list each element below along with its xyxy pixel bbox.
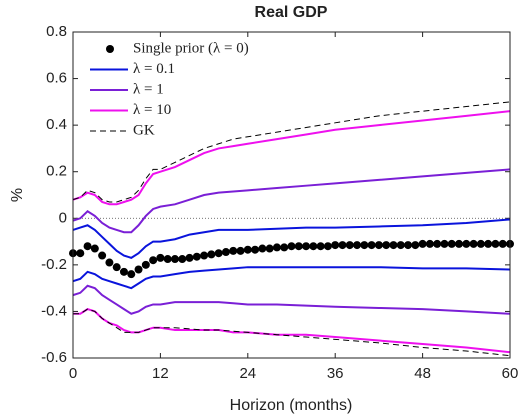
dot: [316, 242, 325, 251]
dot: [134, 265, 143, 274]
dot: [207, 250, 216, 259]
x-tick-label: 24: [239, 365, 256, 382]
band-line: [72, 168, 511, 234]
dot: [149, 256, 158, 265]
dot: [98, 251, 107, 260]
dot: [294, 242, 303, 251]
dot: [141, 260, 150, 269]
dot: [127, 270, 136, 279]
dot: [404, 241, 413, 250]
dot: [353, 241, 362, 250]
dot: [156, 253, 165, 262]
dot: [105, 258, 114, 267]
y-tick-label: 0.8: [46, 23, 67, 40]
dot: [302, 242, 311, 251]
dot: [382, 241, 391, 250]
legend-label: Single prior (λ = 0): [133, 40, 249, 56]
dot: [200, 251, 209, 260]
dot: [462, 239, 471, 248]
dot: [389, 241, 398, 250]
dot: [163, 255, 172, 264]
dot: [455, 239, 464, 248]
dot: [265, 244, 274, 253]
x-tick-label: 48: [414, 365, 431, 382]
x-axis-label: Horizon (months): [230, 397, 353, 414]
dot: [236, 246, 245, 255]
dot: [433, 239, 442, 248]
chart-title: Real GDP: [255, 4, 328, 21]
dot: [83, 242, 92, 251]
dot: [396, 241, 405, 250]
dot: [178, 255, 187, 264]
legend-label: GK: [133, 122, 155, 138]
dot: [411, 241, 420, 250]
legend-label: λ = 10: [133, 102, 171, 118]
dot: [345, 241, 354, 250]
dot: [229, 246, 238, 255]
y-tick-label: -0.6: [41, 349, 67, 366]
dot: [360, 241, 369, 250]
dot: [309, 242, 318, 251]
dot: [258, 244, 267, 253]
dot: [76, 249, 85, 258]
y-tick-label: -0.2: [41, 256, 67, 273]
y-tick-label: 0.2: [46, 163, 67, 180]
dot: [119, 267, 128, 276]
dot: [498, 239, 507, 248]
legend-box: [79, 37, 211, 139]
dot: [287, 242, 296, 251]
x-tick-label: 12: [152, 365, 169, 382]
legend: Single prior (λ = 0) λ = 0.1 λ = 1 λ = 10 GK: [79, 37, 249, 139]
dot: [367, 241, 376, 250]
legend-label: λ = 0.1: [133, 61, 175, 77]
dot: [170, 255, 179, 264]
x-tick-label: 0: [69, 365, 77, 382]
x-tick-label: 60: [502, 365, 519, 382]
dot: [112, 263, 121, 272]
dot: [272, 243, 281, 252]
band-line: [72, 218, 511, 259]
dot: [214, 249, 223, 258]
band-line: [72, 266, 511, 290]
dot: [331, 241, 340, 250]
dot: [425, 239, 434, 248]
y-tick-label: -0.4: [41, 302, 67, 319]
y-tick-label: 0: [59, 209, 67, 226]
legend-label: λ = 1: [133, 81, 164, 97]
y-tick-label: 0.4: [46, 116, 67, 133]
dot: [192, 252, 201, 261]
band-line: [72, 110, 511, 206]
band-line: [73, 308, 511, 357]
dot: [90, 244, 99, 253]
dot: [323, 242, 332, 251]
dot: [491, 239, 500, 248]
y-axis-label: %: [9, 188, 26, 202]
dot: [447, 239, 456, 248]
dot: [251, 245, 260, 254]
dot: [280, 243, 289, 252]
dot: [418, 239, 427, 248]
legend-marker: [106, 45, 114, 53]
dot: [338, 241, 347, 250]
dot: [185, 253, 194, 262]
dot: [243, 245, 252, 254]
dot: [221, 248, 230, 257]
dot: [374, 241, 383, 250]
band-line: [72, 284, 511, 315]
dot: [484, 239, 493, 248]
y-tick-label: 0.6: [46, 70, 67, 87]
dot: [469, 239, 478, 248]
x-tick-label: 36: [327, 365, 344, 382]
dot: [476, 239, 485, 248]
dot: [440, 239, 449, 248]
axes-box: [72, 31, 511, 359]
